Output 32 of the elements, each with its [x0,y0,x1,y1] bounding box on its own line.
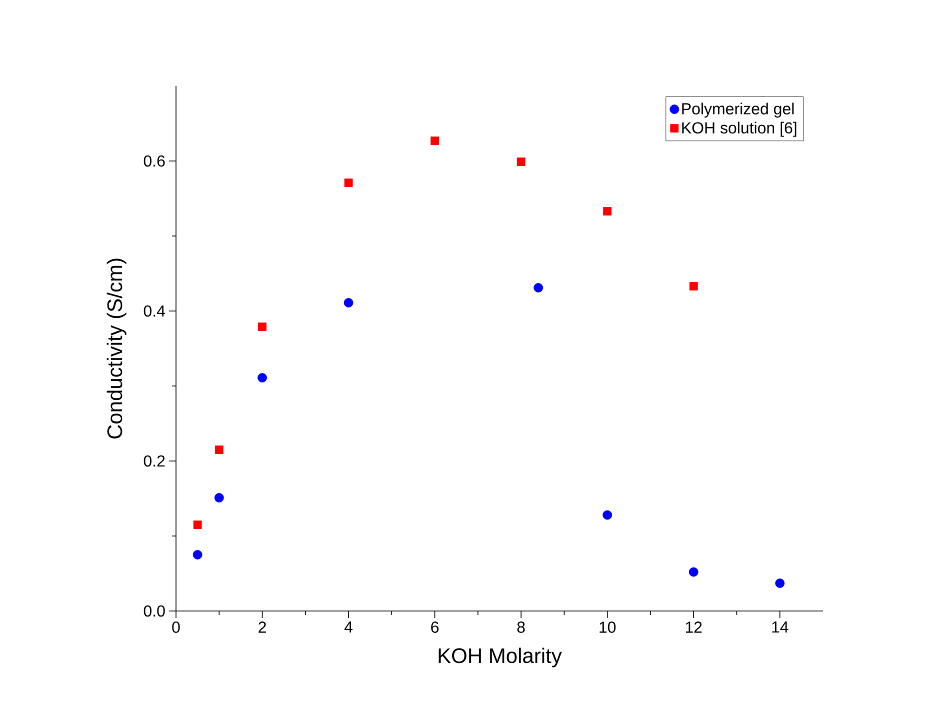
point [258,373,267,382]
legend-label: KOH solution [6] [682,122,796,137]
point [193,520,202,529]
point [602,510,612,520]
point [192,550,202,560]
point [688,567,698,577]
y-axis-title: Conductivity (S/cm) [106,258,126,438]
x-tick-label: 10 [600,622,616,633]
point [430,136,440,145]
point [689,282,698,290]
x-tick-label: 14 [772,622,788,633]
point [534,283,544,292]
legend-label: Polymerized gel [682,102,794,118]
x-tick-label: 6 [431,622,439,633]
y-tick-label: 0.4 [144,305,165,317]
point [214,493,224,502]
y-tick-label: 0.0 [144,605,165,617]
y-tick-label: 0.6 [144,155,165,167]
point [344,298,354,308]
x-tick-label: 0 [172,622,180,633]
point [516,158,526,166]
point [214,446,224,454]
point [344,178,353,187]
x-tick-label: 2 [258,622,266,633]
y-tick-label: 0.2 [144,455,165,467]
x-tick-label: 8 [517,622,525,633]
point [603,207,612,216]
x-axis-title: KOH Molarity [438,648,562,668]
point [775,578,785,588]
x-tick-label: 12 [686,622,702,633]
point [258,322,266,331]
x-tick-label: 4 [344,622,353,633]
